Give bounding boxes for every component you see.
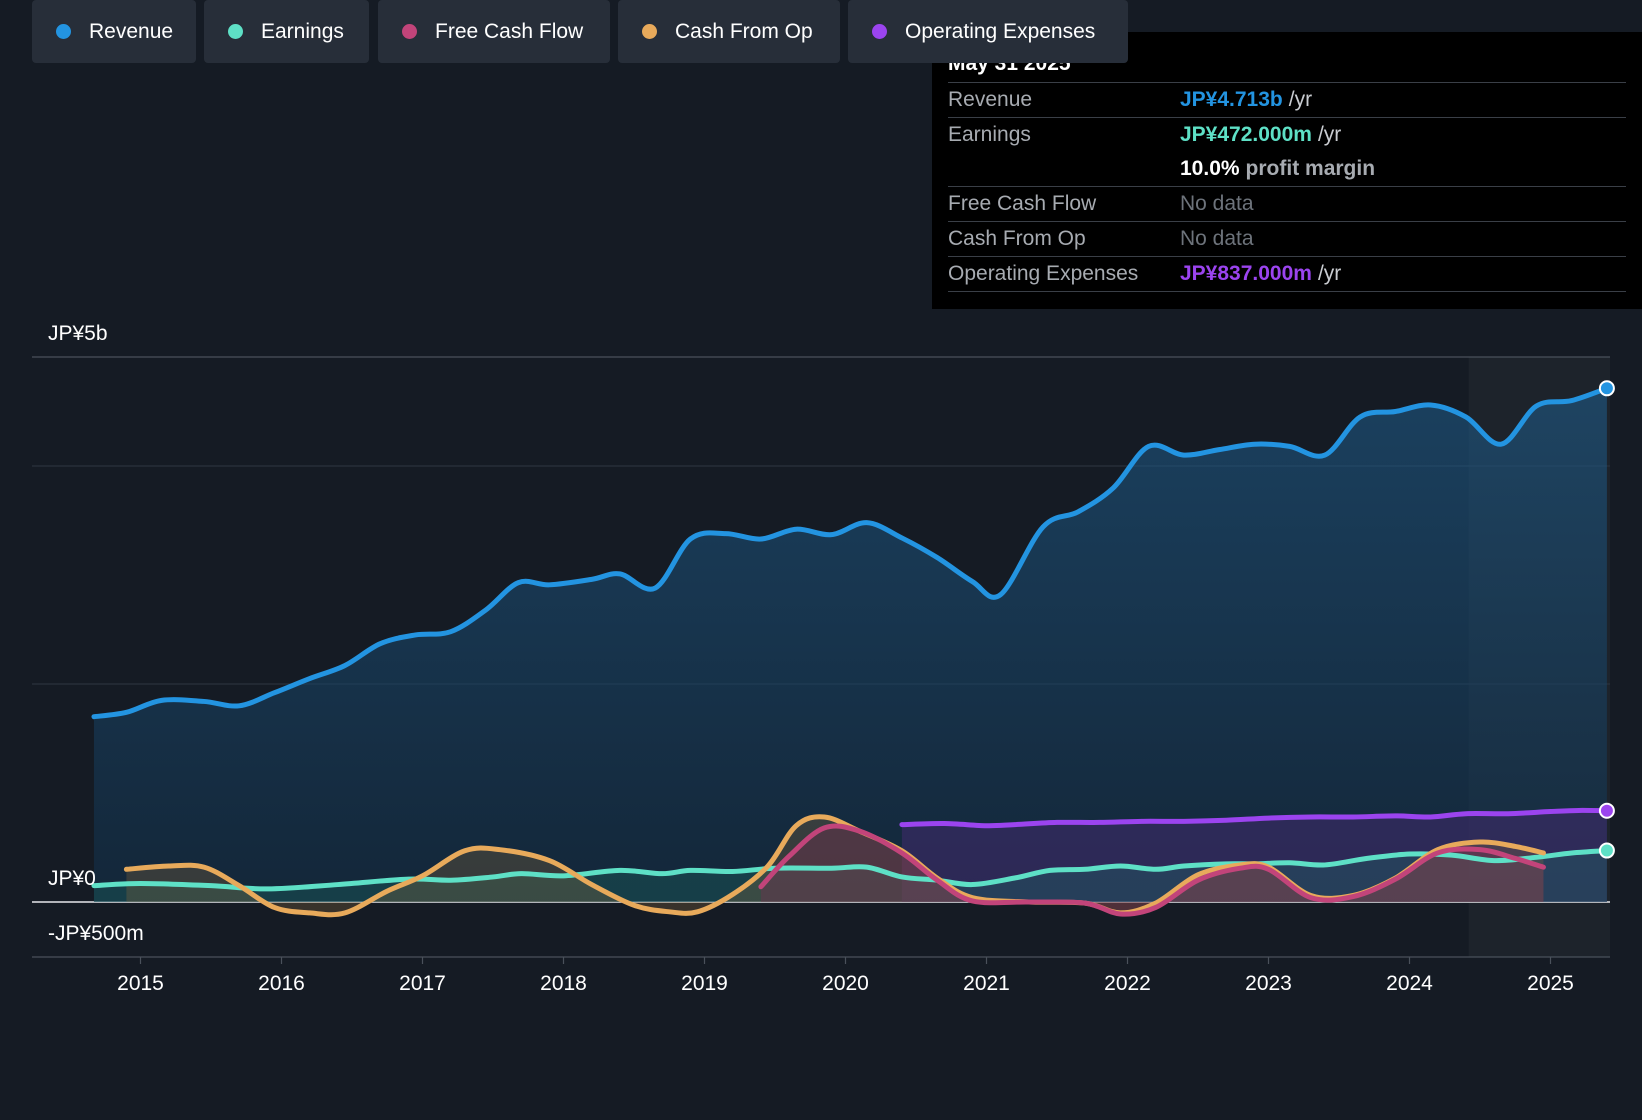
- fcf-area: [760, 825, 1544, 915]
- x-tick-label: 2019: [681, 972, 728, 995]
- profit-margin-value: 10.0%: [1180, 157, 1240, 180]
- tooltip-cfo-value: No data: [1180, 227, 1254, 250]
- x-axis: 2015 2016 2017 2018 2019 2020 2021 2022 2023 2024…: [117, 957, 1574, 995]
- earnings-area: [93, 850, 1607, 902]
- y-axis: JP¥5b JP¥0 -JP¥500m: [48, 322, 144, 945]
- legend-label: Revenue: [89, 19, 174, 43]
- tooltip-revenue-value: JP¥4.713b: [1180, 88, 1283, 111]
- legend-label: Earnings: [261, 19, 344, 43]
- legend-earnings[interactable]: Earnings: [204, 0, 369, 63]
- x-tick-label: 2024: [1386, 972, 1433, 995]
- legend-label: Cash From Op: [675, 19, 813, 43]
- x-tick-label: 2025: [1527, 972, 1574, 995]
- x-tick-label: 2021: [963, 972, 1010, 995]
- x-tick-label: 2020: [822, 972, 869, 995]
- x-tick-label: 2018: [540, 972, 587, 995]
- tooltip-label: Cash From Op: [948, 227, 1086, 250]
- legend-label: Operating Expenses: [905, 19, 1096, 43]
- legend-revenue[interactable]: Revenue: [32, 0, 196, 63]
- opex-area: [901, 810, 1607, 902]
- opex-line: [899, 807, 1610, 829]
- earnings-dot-icon: [228, 24, 243, 39]
- free-cash-flow-dot-icon: [402, 24, 417, 39]
- tooltip-unit: /yr: [1288, 88, 1313, 111]
- x-tick-label: 2017: [399, 972, 446, 995]
- x-tick-label: 2023: [1245, 972, 1292, 995]
- profit-margin-label: profit margin: [1245, 157, 1376, 180]
- tooltip-label: Earnings: [948, 123, 1031, 146]
- legend-free-cash-flow[interactable]: Free Cash Flow: [378, 0, 610, 63]
- x-tick-label: 2015: [117, 972, 164, 995]
- tooltip-label: Free Cash Flow: [948, 192, 1097, 215]
- cash-from-op-dot-icon: [642, 24, 657, 39]
- x-tick-label: 2016: [258, 972, 305, 995]
- fcf-line: [758, 823, 1546, 917]
- tooltip-earnings-value: JP¥472.000m: [1180, 123, 1312, 146]
- tooltip: May 31 2025 Revenue JP¥4.713b/yr Earning…: [932, 32, 1642, 309]
- revenue-end-dot: [1598, 380, 1615, 397]
- revenue-dot-icon: [56, 24, 71, 39]
- x-tick-label: 2022: [1104, 972, 1151, 995]
- revenue-area: [93, 388, 1607, 903]
- tooltip-opex-row: Operating Expenses JP¥837.000m/yr: [948, 257, 1626, 292]
- series-lines: [91, 385, 1610, 918]
- tooltip-cfo-row: Cash From Op No data: [948, 222, 1626, 257]
- tooltip-earnings-row: Earnings JP¥472.000m/yr: [948, 118, 1626, 152]
- y-tick-label: -JP¥500m: [48, 922, 144, 945]
- tooltip-margin-row: 10.0% profit margin: [948, 152, 1626, 187]
- opex-end-dot: [1598, 802, 1615, 819]
- tooltip-label: Operating Expenses: [948, 262, 1139, 285]
- series-areas: [93, 388, 1607, 915]
- legend-label: Free Cash Flow: [435, 19, 584, 43]
- tooltip-unit: /yr: [1317, 123, 1342, 146]
- tooltip-unit: /yr: [1317, 262, 1342, 285]
- tooltip-fcf-value: No data: [1180, 192, 1254, 215]
- tooltip-revenue-row: Revenue JP¥4.713b/yr: [948, 83, 1626, 118]
- y-tick-label: JP¥5b: [48, 322, 108, 345]
- tooltip-label: Revenue: [948, 88, 1033, 111]
- end-dots: [1598, 380, 1615, 859]
- earnings-end-dot: [1598, 842, 1615, 859]
- revenue-line: [91, 385, 1610, 720]
- tooltip-fcf-row: Free Cash Flow No data: [948, 187, 1626, 222]
- y-tick-label: JP¥0: [48, 867, 96, 890]
- tooltip-opex-value: JP¥837.000m: [1180, 262, 1312, 285]
- operating-expenses-dot-icon: [872, 24, 887, 39]
- legend-cash-from-op[interactable]: Cash From Op: [618, 0, 840, 63]
- legend-operating-expenses[interactable]: Operating Expenses: [848, 0, 1128, 63]
